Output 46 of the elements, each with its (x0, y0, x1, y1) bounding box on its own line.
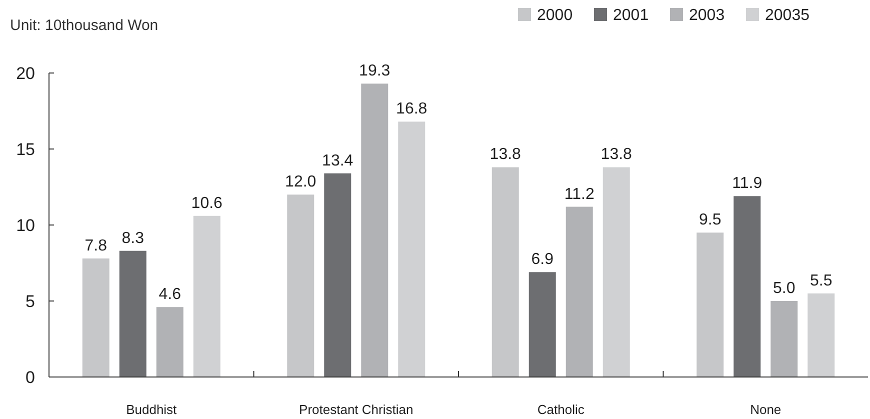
data-label: 10.6 (191, 194, 223, 212)
bar (808, 293, 835, 377)
data-label: 8.3 (122, 230, 144, 247)
bar (528, 272, 556, 377)
data-label: 7.8 (84, 237, 108, 254)
bar (193, 216, 220, 377)
data-label: 6.9 (531, 251, 554, 268)
x-tick-label: Protestant Christian (299, 402, 414, 417)
bar (602, 167, 630, 377)
y-tick-label: 20 (16, 64, 35, 83)
data-label: 13.8 (600, 146, 632, 164)
legend-label: 2001 (613, 7, 649, 24)
data-label: 13.4 (322, 152, 354, 170)
bar (770, 301, 798, 377)
x-tick-label: None (750, 402, 782, 417)
legend-label: 2000 (537, 7, 573, 24)
data-label: 11.2 (564, 186, 594, 203)
bar (361, 84, 388, 377)
bar (492, 167, 519, 377)
legend-label: 2003 (689, 7, 725, 24)
y-tick-label: 15 (16, 140, 35, 159)
y-tick-label: 0 (26, 368, 35, 387)
data-label: 9.5 (699, 212, 722, 229)
data-label: 16.8 (396, 100, 428, 118)
bar (287, 194, 314, 377)
data-label: 11.9 (732, 175, 762, 192)
bar (696, 232, 724, 377)
y-axis-title: Unit: 10thousand Won (10, 17, 158, 34)
data-label: 12.0 (285, 174, 316, 191)
x-tick-label: Catholic (537, 402, 585, 417)
bar (566, 206, 593, 377)
y-tick-label: 5 (26, 292, 35, 311)
data-label: 19.3 (359, 62, 390, 80)
bar (82, 258, 110, 377)
data-label: 5.5 (810, 272, 832, 290)
bar (156, 307, 184, 377)
data-label: 4.6 (158, 286, 182, 304)
bar (398, 122, 426, 377)
data-label: 5.0 (773, 280, 796, 297)
bar (119, 250, 146, 377)
y-tick-label: 10 (16, 216, 35, 235)
legend-label: 20035 (765, 7, 810, 24)
x-tick-label: Buddhist (126, 402, 178, 417)
bar (324, 173, 352, 377)
data-label: 13.8 (490, 146, 522, 164)
bar (734, 196, 761, 377)
